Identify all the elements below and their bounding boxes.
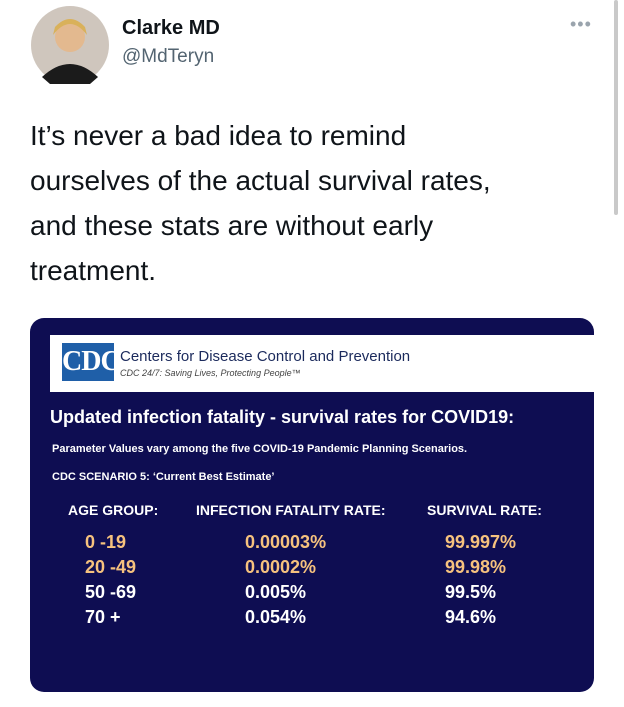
- org-name: Centers for Disease Control and Preventi…: [120, 348, 411, 365]
- tweet-text: and these stats are without early: [30, 210, 434, 241]
- image-subtitle: Parameter Values vary among the five COV…: [52, 443, 468, 455]
- table-header: SURVIVAL RATE:: [427, 502, 542, 518]
- tagline: CDC 24/7: Saving Lives, Protecting Peopl…: [120, 368, 301, 378]
- scrollbar[interactable]: [614, 0, 618, 215]
- cdc-logo: CDC: [62, 343, 121, 381]
- tweet-text: It’s never a bad idea to remind: [30, 120, 407, 151]
- table-cell: 0.0002%: [245, 557, 317, 577]
- table-header: INFECTION FATALITY RATE:: [196, 502, 386, 518]
- user-handle[interactable]: @MdTeryn: [122, 46, 215, 67]
- cdc-banner: CDC Centers for Disease Control and Prev…: [50, 335, 594, 392]
- user-name[interactable]: Clarke MD: [122, 17, 220, 39]
- table-cell: 0.054%: [245, 607, 307, 627]
- table-cell: 0 -19: [85, 532, 127, 552]
- table-cell: 99.98%: [445, 557, 507, 577]
- table-header: AGE GROUP:: [68, 502, 159, 518]
- scenario: CDC SCENARIO 5: ‘Current Best Estimate’: [52, 471, 275, 483]
- table-cell: 0.00003%: [245, 532, 327, 552]
- avatar[interactable]: [30, 5, 110, 85]
- image-title: Updated infection fatality - survival ra…: [50, 407, 515, 427]
- table-cell: 70 +: [85, 607, 121, 627]
- tweet-text: treatment.: [30, 255, 157, 286]
- table-cell: 0.005%: [245, 582, 307, 602]
- table-cell: 50 -69: [85, 582, 137, 602]
- tweet-image[interactable]: CDC Centers for Disease Control and Prev…: [30, 318, 594, 692]
- table-cell: 94.6%: [445, 607, 497, 627]
- table-cell: 99.997%: [445, 532, 517, 552]
- tweet-text: ourselves of the actual survival rates,: [30, 165, 491, 196]
- table-cell: 20 -49: [85, 557, 137, 577]
- more-menu[interactable]: •••: [570, 14, 592, 34]
- table-cell: 99.5%: [445, 582, 497, 602]
